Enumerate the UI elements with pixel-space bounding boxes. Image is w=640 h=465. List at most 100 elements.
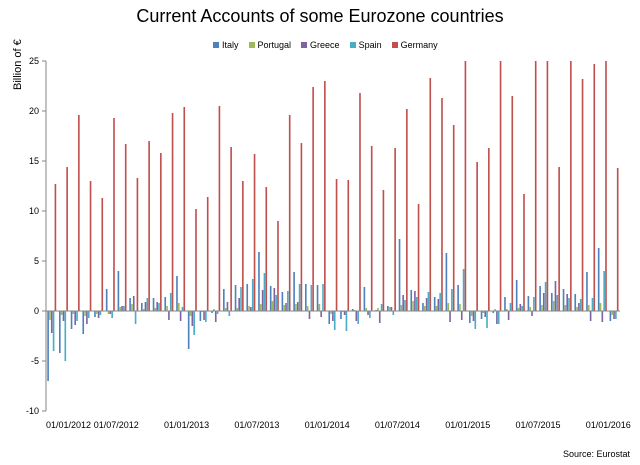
x-tick-label: 01/01/2016 [586,420,631,430]
bar-spain-2013-03 [216,311,219,314]
bar-greece-2015-10 [578,303,580,311]
bar-germany-2014-01 [335,179,338,311]
bar-greece-2012-12 [179,311,182,321]
bar-italy-2013-07 [258,252,260,311]
y-tick-label: 5 [34,256,39,266]
bar-italy-2013-08 [269,286,272,311]
bar-spain-2012-05 [99,311,102,315]
bar-germany-2015-08 [558,167,560,311]
bar-germany-2014-11 [452,125,455,311]
bar-italy-2015-12 [597,248,600,311]
bar-italy-2015-08 [551,293,553,311]
bar-italy-2013-10 [293,272,295,311]
bar-greece-2015-11 [589,311,592,321]
legend-item-spain: Spain [349,40,382,50]
bar-spain-2012-04 [87,311,90,318]
bar-spain-2014-09 [427,292,430,311]
bar-italy-2012-03 [70,311,73,329]
bar-portugal-2014-08 [412,301,414,311]
bar-greece-2014-02 [343,311,346,315]
x-tick-label: 01/07/2012 [94,420,139,430]
bar-portugal-2014-04 [365,308,368,311]
legend: Italy Portugal Greece Spain Germany [213,40,438,50]
bar-germany-2012-04 [89,181,92,311]
chart-title: Current Accounts of some Eurozone countr… [136,6,504,26]
bar-germany-2014-04 [370,146,373,311]
bar-spain-2012-12 [181,307,184,311]
bar-germany-2012-01 [54,184,57,311]
bar-italy-2015-01 [469,311,471,323]
y-tick-label: 10 [29,206,39,216]
bar-portugal-2016-01 [611,311,614,315]
bar-portugal-2014-12 [459,304,461,311]
bar-italy-2015-07 [539,286,541,311]
bar-greece-2012-09 [144,302,147,311]
bar-greece-2013-01 [191,311,194,326]
bar-germany-2014-12 [464,61,467,311]
bar-germany-2014-09 [429,78,432,311]
bar-spain-2014-08 [415,297,418,311]
bar-italy-2012-10 [152,298,155,311]
bar-portugal-2013-09 [283,305,286,311]
bar-greece-2012-04 [86,311,88,324]
bar-germany-2015-05 [523,194,525,311]
legend-swatch [213,42,219,48]
bar-italy-2014-02 [340,311,342,319]
bar-germany-2013-05 [242,181,244,311]
bar-germany-2012-03 [78,115,80,311]
bar-germany-2014-05 [382,190,385,311]
bar-italy-2013-03 [211,311,213,313]
bar-italy-2015-05 [515,280,518,311]
bar-greece-2015-02 [484,311,486,317]
bar-portugal-2012-04 [84,311,86,316]
bar-portugal-2013-08 [271,301,274,311]
bar-portugal-2015-08 [552,301,555,311]
bar-spain-2014-10 [439,293,441,311]
bar-portugal-2015-12 [599,303,602,311]
bar-spain-2014-11 [451,289,453,311]
bar-italy-2014-07 [398,239,401,311]
bar-spain-2015-06 [533,297,535,311]
bar-portugal-2012-10 [154,308,157,311]
bar-greece-2013-04 [226,302,229,311]
bar-portugal-2012-11 [166,306,168,311]
bar-italy-2012-06 [105,289,108,311]
bar-spain-2012-06 [111,311,113,318]
source-note: Source: Eurostat [562,449,630,459]
bar-italy-2015-11 [586,272,588,311]
bar-germany-2014-06 [394,148,396,311]
bar-portugal-2014-06 [388,307,391,311]
bar-greece-2013-06 [250,307,252,311]
bar-germany-2015-03 [499,61,502,311]
bar-italy-2012-07 [117,271,120,311]
bar-germany-2013-10 [300,143,303,311]
bar-spain-2012-11 [169,293,172,311]
x-tick-label: 01/01/2015 [445,420,490,430]
bar-portugal-2015-06 [529,307,532,311]
bar-portugal-2012-12 [177,303,180,311]
bar-spain-2012-10 [158,303,160,311]
bar-spain-2014-07 [404,300,406,311]
bar-germany-2012-06 [113,118,115,311]
bar-greece-2014-04 [367,311,369,315]
bar-portugal-2013-10 [295,304,297,311]
legend-swatch [301,42,308,48]
bar-germany-2015-06 [534,61,537,311]
bar-italy-2014-01 [328,311,331,324]
bar-greece-2012-08 [132,296,135,311]
bar-spain-2012-07 [123,306,125,311]
bar-portugal-2012-09 [142,309,145,311]
bar-spain-2012-09 [146,298,149,311]
bar-germany-2015-11 [593,64,596,311]
bar-greece-2014-12 [460,311,463,320]
bar-spain-2012-08 [134,311,137,324]
bar-germany-2015-07 [546,61,549,311]
bar-greece-2014-08 [414,291,416,311]
bar-greece-2013-08 [273,288,276,311]
bar-greece-2014-07 [402,295,404,311]
bar-greece-2013-07 [261,290,264,311]
bar-spain-2014-04 [369,311,371,318]
bar-italy-2015-06 [527,296,530,311]
bar-italy-2015-02 [480,311,483,319]
bar-italy-2014-08 [410,290,413,311]
